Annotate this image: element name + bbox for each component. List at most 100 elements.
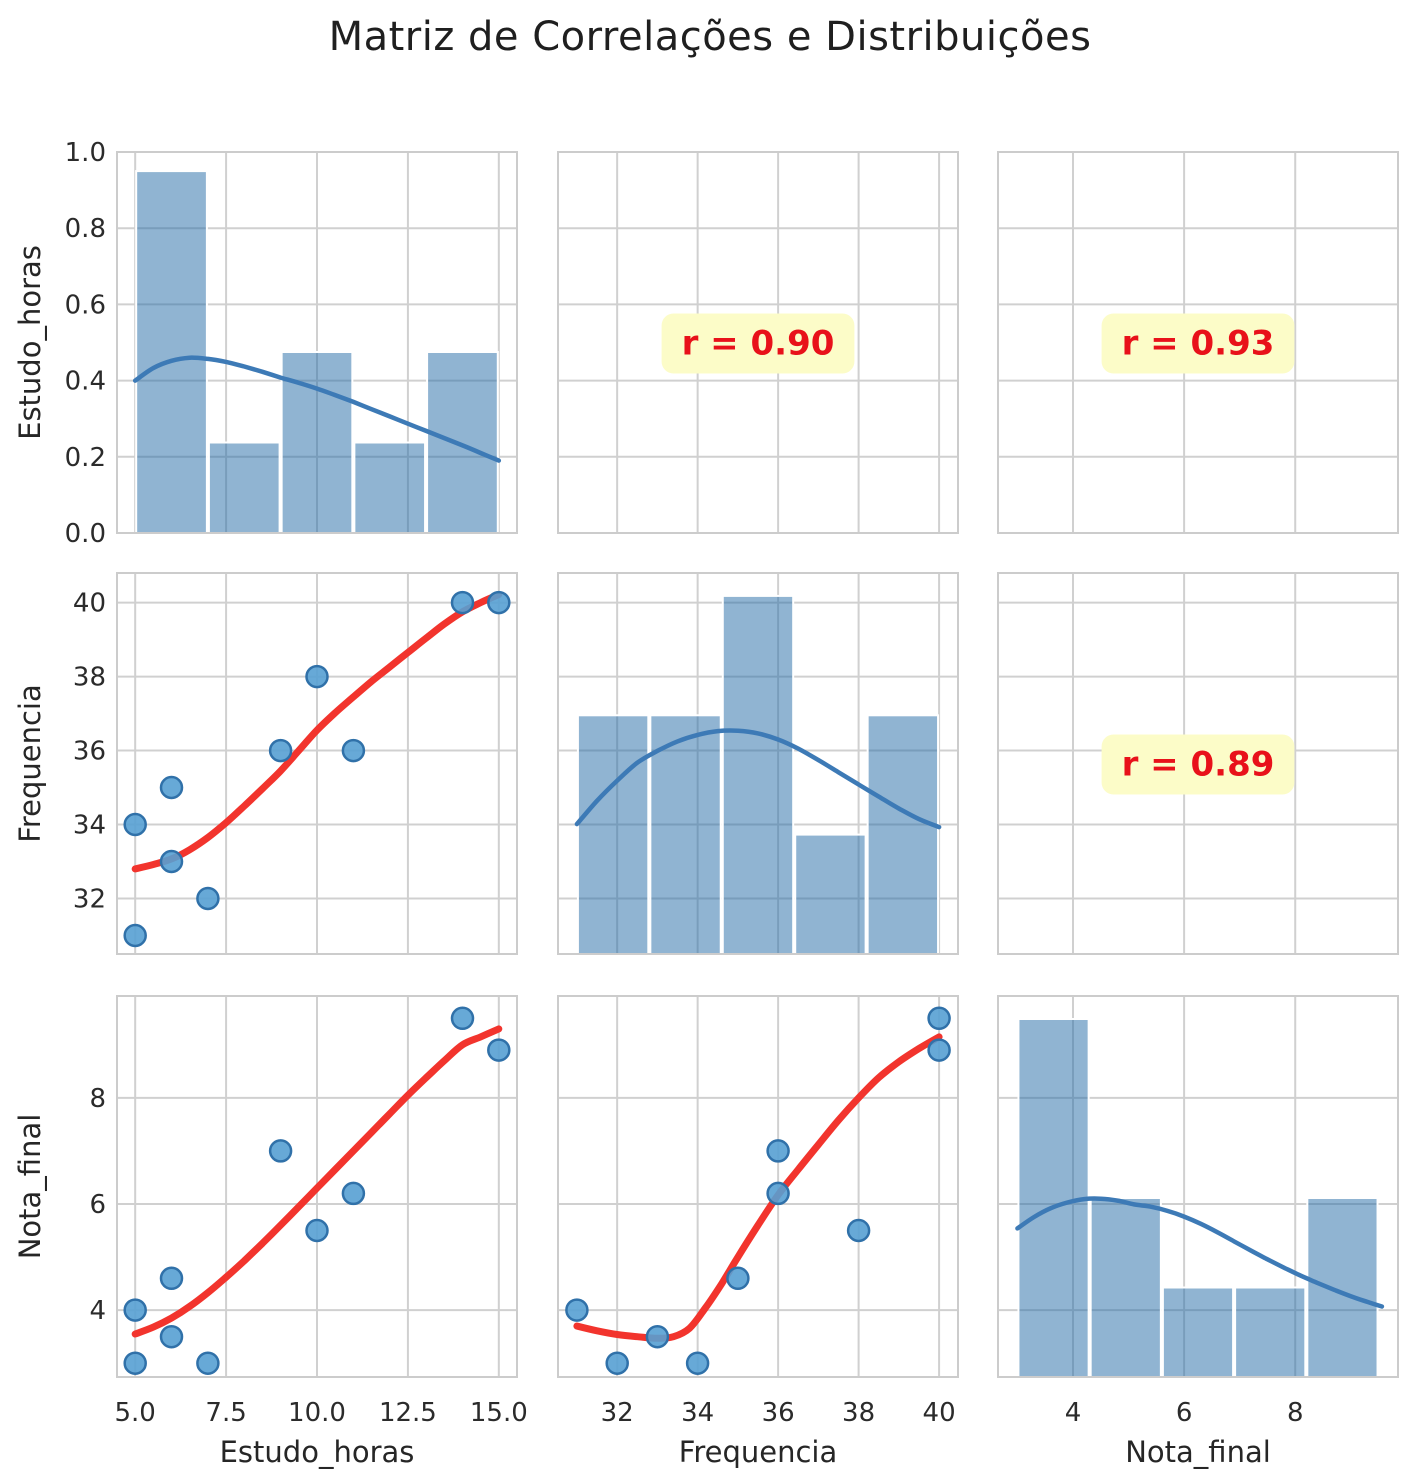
histogram-bar [353,441,427,534]
scatter-point [487,590,511,615]
y-tick-label: 6 [89,1190,106,1220]
x-tick-label: 4 [1065,1398,1082,1428]
histogram-bar [207,441,281,534]
scatter-point [159,849,184,874]
y-tick-label: 8 [89,1084,106,1114]
scatter-point [159,1266,184,1291]
histogram-bar [1161,1286,1235,1378]
x-axis-label: Nota_final [1125,1435,1271,1469]
panel-border [557,572,959,955]
y-tick-label: 1.0 [65,138,106,168]
scatter-point [341,738,366,763]
x-tick-label: 7.5 [205,1398,246,1428]
histogram-bar [721,594,795,956]
scatter-point [159,775,184,800]
panel-1-0-scatter_reg [116,572,518,955]
panel-1-2-corr: r = 0.89 [997,572,1399,955]
correlation-label: r = 0.89 [1122,745,1275,785]
x-axis-label: Estudo_horas [220,1435,415,1469]
x-tick-label: 15.0 [470,1398,528,1428]
y-tick-label: 4 [89,1296,106,1326]
panel-0-0-hist_kde [116,151,518,534]
histogram-bar [1306,1197,1379,1378]
y-tick-label: 40 [73,589,106,619]
scatter-point [196,886,220,911]
histogram-bar [1089,1197,1162,1378]
scatter-point [685,1351,710,1375]
scatter-point [305,664,329,689]
histogram-bar [794,833,867,955]
scatter-point [487,1038,511,1062]
panel-border [116,151,518,534]
scatter-point [846,1218,871,1243]
x-tick-label: 5.0 [115,1398,156,1428]
x-tick-label: 6 [1176,1398,1193,1428]
scatter-point [123,812,147,837]
y-tick-label: 38 [73,663,106,693]
histogram-bar [576,714,650,955]
scatter-point [766,1181,790,1206]
scatter-point [123,923,147,948]
scatter-point [159,1324,184,1349]
regression-line [131,1025,503,1338]
scatter-point [645,1324,670,1349]
panel-1-1-hist_kde [557,572,959,956]
panel-border [557,151,959,534]
panel-2-1-scatter_reg [557,995,959,1378]
correlation-label-background [1101,734,1295,795]
x-tick-label: 38 [842,1398,875,1428]
y-tick-label: 0.0 [65,519,106,549]
panel-2-2-hist_kde [997,995,1399,1378]
scatter-point [123,1351,147,1375]
regression-line [573,1033,943,1342]
y-tick-label: 0.2 [65,443,106,473]
scatter-point [766,1139,790,1163]
scatter-point [450,1006,475,1031]
y-tick-label: 32 [73,885,106,915]
x-tick-label: 36 [762,1398,795,1428]
panel-0-1-corr: r = 0.90 [557,151,959,534]
x-tick-label: 8 [1287,1398,1304,1428]
correlation-label-background [1101,313,1295,374]
panel-border [116,995,518,1378]
regression-line [131,591,503,873]
figure-title: Matriz de Correlações e Distribuições [328,14,1092,60]
scatter-point [565,1298,589,1322]
scatter-point [305,1218,329,1243]
correlation-label: r = 0.90 [682,324,835,364]
scatter-point [341,1181,366,1206]
correlation-label-background [661,313,855,374]
x-axis-label: Frequencia [679,1435,837,1469]
histogram-bar [135,170,208,534]
y-axis-label: Frequencia [13,684,47,842]
kde-curve [574,728,942,830]
scatter-point [927,1038,951,1062]
x-tick-label: 32 [601,1398,634,1428]
scatter-point [450,590,475,615]
panel-2-0-scatter_reg [116,995,518,1378]
panel-border [557,995,959,1378]
y-tick-label: 0.6 [65,290,106,320]
panel-border [116,572,518,955]
x-tick-label: 10.0 [288,1398,346,1428]
panel-border [997,995,1399,1378]
scatter-point [268,738,293,763]
correlation-label: r = 0.93 [1122,324,1275,364]
scatter-point [726,1266,750,1291]
histogram-bar [866,714,940,955]
x-tick-label: 40 [923,1398,956,1428]
scatter-point [268,1139,293,1163]
kde-curve [1015,1196,1385,1309]
y-tick-label: 34 [73,811,106,841]
y-axis-label: Nota_final [13,1114,47,1260]
histogram-bar [426,351,499,534]
scatter-point [123,1298,147,1322]
y-tick-label: 0.4 [65,367,106,397]
panel-border [997,151,1399,534]
y-axis-label: Estudo_horas [13,245,47,440]
scatter-point [605,1351,629,1375]
scatter-point [196,1351,220,1375]
kde-curve [132,355,502,463]
